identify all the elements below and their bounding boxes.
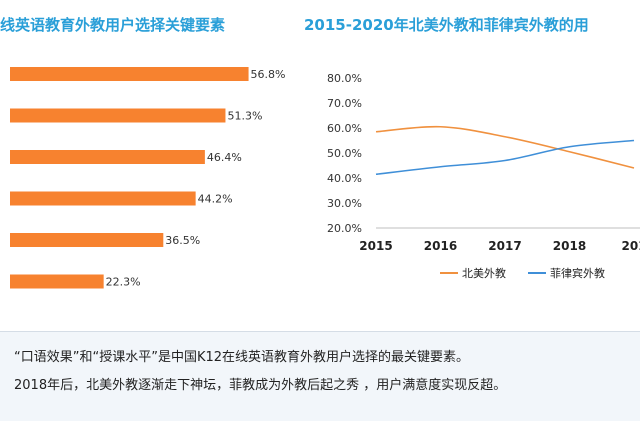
caption-line-2: 2018年后，北美外教逐渐走下神坛，菲教成为外教后起之秀 ，用户满意度实现反超。 [14,378,507,393]
caption-line-1: “口语效果”和“授课水平”是中国K12在线英语教育外教用户选择的最关键要素。 [14,350,470,365]
bar-value-label-5: 22.3% [106,276,141,289]
x-tick-label-4: 201 [621,239,640,253]
caption-box: “口语效果”和“授课水平”是中国K12在线英语教育外教用户选择的最关键要素。 2… [0,331,640,421]
y-tick-label-4: 60.0% [327,122,362,135]
line-chart: 20.0% 30.0% 40.0% 50.0% 60.0% 70.0% 80.0% 2015 2… [327,72,640,280]
bar-value-label-3: 44.2% [198,193,233,206]
series-line-1 [375,139,635,176]
y-tick-label-3: 50.0% [327,147,362,160]
bar-value-label-1: 51.3% [227,110,262,123]
legend-label-0: 北美外教 [462,267,506,280]
x-tick-label-2: 2017 [488,239,521,253]
x-tick-label-1: 2016 [424,239,457,253]
bar-value-label-2: 46.4% [207,151,242,164]
bar-value-label-0: 56.8% [251,68,286,81]
y-tick-label-2: 40.0% [327,172,362,185]
series-line-0 [375,125,635,169]
line-chart-title: 2015-2020年北美外教和菲律宾外教的用 [304,16,589,34]
y-tick-label-1: 30.0% [327,197,362,210]
x-tick-label-0: 2015 [359,239,392,253]
y-tick-label-0: 20.0% [327,222,362,235]
y-tick-label-6: 80.0% [327,72,362,85]
bar-value-label-4: 36.5% [165,234,200,247]
bar-5 [10,274,104,289]
x-tick-label-3: 2018 [553,239,586,253]
bar-chart: 56.8% 51.3% 46.4% 44.2% 36.5% 22.3% [10,67,286,289]
y-tick-label-5: 70.0% [327,97,362,110]
bar-2 [10,150,205,164]
legend-label-1: 菲律宾外教 [550,266,605,280]
bar-4 [10,233,164,247]
bar-0 [10,67,249,81]
bar-chart-title: 线英语教育外教用户选择关键要素 [0,16,226,34]
bar-3 [10,191,196,206]
bar-1 [10,108,226,123]
